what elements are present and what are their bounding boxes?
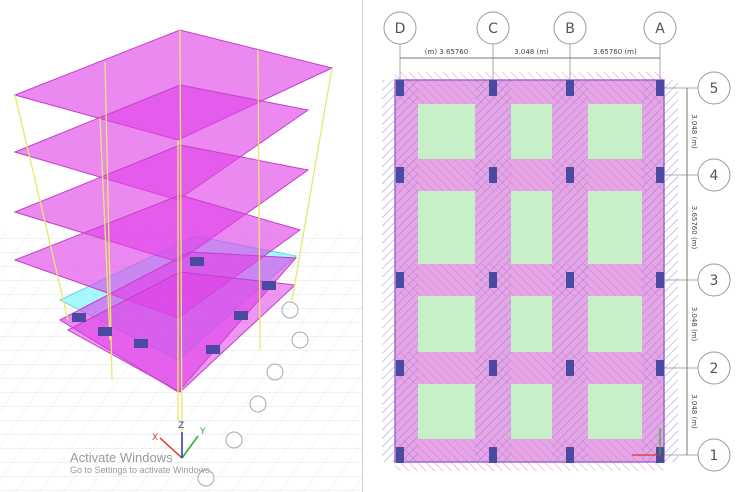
column-section: [656, 360, 664, 376]
column-section: [489, 272, 497, 288]
grid-bubble: [281, 301, 299, 319]
column-footing: [134, 339, 148, 348]
column-line: [179, 29, 183, 459]
x-spacing-label: (m) 3.65760: [425, 48, 468, 56]
x-axis-arrow: [159, 437, 183, 459]
x-spacing-label: 3.65760 (m): [593, 48, 637, 56]
green-panel: [511, 384, 552, 439]
column-footing: [206, 345, 220, 354]
green-panel: [588, 384, 642, 439]
grid-label-4: 4: [710, 168, 719, 184]
y-axis-arrow: [181, 435, 199, 459]
row-strip: [395, 439, 664, 471]
column-line: [14, 94, 69, 321]
column-footing: [190, 257, 204, 266]
column-section: [566, 272, 574, 288]
grid-label-5: 5: [710, 81, 719, 97]
green-panel: [418, 296, 475, 352]
y-axis-label: Y: [199, 427, 206, 437]
column-footing: [234, 311, 248, 320]
x-spacing-label: 3.048 (m): [514, 48, 549, 56]
green-panel: [511, 191, 552, 264]
z-axis-label: Z: [178, 421, 184, 431]
column-line: [257, 49, 261, 351]
grid-bubble: [197, 469, 215, 487]
grid-bubble: [266, 363, 284, 381]
column-section: [656, 272, 664, 288]
green-panel: [588, 296, 642, 352]
grid-bubble: [225, 431, 243, 449]
grid-bubble: [249, 395, 267, 413]
row-strip: [395, 72, 664, 104]
x-axis-label: X: [152, 433, 158, 443]
column-section: [566, 447, 574, 463]
y-spacing-label: 3.65760 (m): [690, 206, 698, 250]
watermark-title: Activate Windows: [70, 450, 173, 465]
column-section: [396, 360, 404, 376]
column-section: [396, 80, 404, 96]
grid-label-1: 1: [710, 448, 719, 464]
y-spacing-label: 3.048 (m): [690, 114, 698, 149]
column-section: [566, 167, 574, 183]
column-section: [566, 80, 574, 96]
column-section: [396, 447, 404, 463]
plan-view-panel[interactable]: D C B A 5 4 3 2 1 (m) 3.65760 3.048 (m) 3.65760 (m)…: [362, 0, 737, 492]
column-line: [99, 117, 111, 341]
grid-label-C: C: [488, 21, 498, 37]
green-panel: [418, 191, 475, 264]
grid-label-A: A: [655, 21, 665, 37]
grid-label-D: D: [395, 21, 406, 37]
y-spacing-label: 3.048 (m): [690, 394, 698, 429]
column-section: [396, 272, 404, 288]
slab-outline: [394, 79, 665, 463]
column-section: [489, 447, 497, 463]
y-spacing-label: 3.048 (m): [690, 307, 698, 342]
column-section: [489, 360, 497, 376]
column-footing: [262, 281, 276, 290]
grid-label-B: B: [565, 21, 575, 37]
green-panel: [418, 104, 475, 159]
row-strip: [395, 159, 664, 191]
column-section: [656, 167, 664, 183]
green-panel: [511, 296, 552, 352]
column-footing: [72, 313, 86, 322]
column-section: [396, 167, 404, 183]
column-footing: [98, 327, 112, 336]
column-section: [489, 80, 497, 96]
column-section: [489, 167, 497, 183]
green-panel: [588, 104, 642, 159]
column-line: [291, 67, 333, 301]
row-strip: [395, 264, 664, 296]
green-panel: [418, 384, 475, 439]
grid-label-2: 2: [710, 361, 719, 377]
activate-windows-watermark: Activate Windows Go to Settings to activ…: [70, 450, 212, 476]
green-panel: [511, 104, 552, 159]
panel-divider: [362, 0, 363, 492]
grid-bubble: [291, 331, 309, 349]
grid-label-3: 3: [710, 273, 719, 289]
column-section: [656, 80, 664, 96]
row-strip: [395, 352, 664, 384]
watermark-subtitle: Go to Settings to activate Windows.: [70, 465, 213, 475]
3d-view-panel[interactable]: X Y Z: [0, 0, 362, 492]
green-panel: [588, 191, 642, 264]
column-section: [566, 360, 574, 376]
